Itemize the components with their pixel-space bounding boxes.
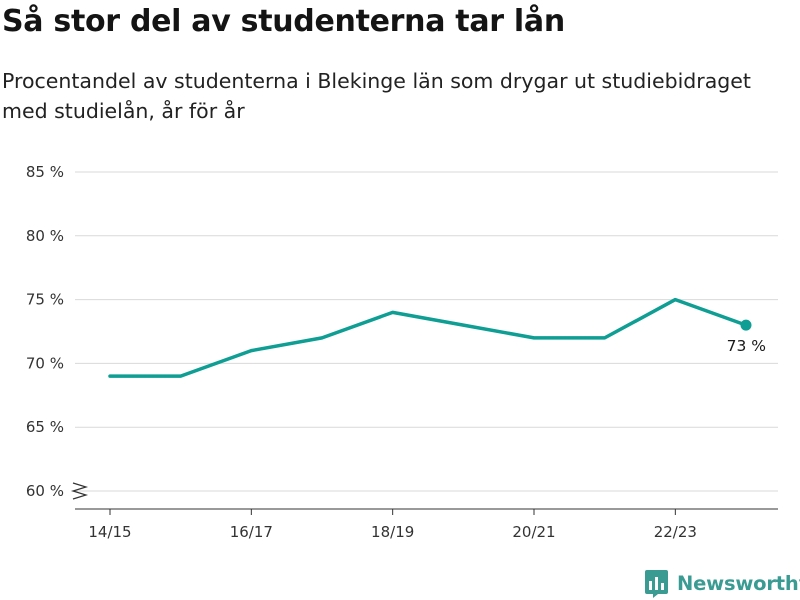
newsworthy-logo-icon [645, 570, 668, 598]
x-tick-label: 14/15 [88, 523, 131, 541]
y-tick-label: 60 % [26, 482, 64, 500]
series: 73 % [108, 297, 766, 378]
x-tick-label: 16/17 [230, 523, 273, 541]
x-tick-label: 18/19 [371, 523, 414, 541]
brand-name: Newsworthy [677, 571, 800, 595]
end-point [740, 319, 752, 331]
y-tick-label: 80 % [26, 227, 64, 245]
y-tick-label: 65 % [26, 418, 64, 436]
y-tick-label: 85 % [26, 163, 64, 181]
series-line [108, 297, 748, 378]
chart-title: Så stor del av studenterna tar lån [2, 4, 565, 39]
y-tick-label: 75 % [26, 291, 64, 309]
x-tick-label: 20/21 [512, 523, 555, 541]
end-value-label: 73 % [727, 337, 766, 355]
x-tick-label: 22/23 [654, 523, 697, 541]
y-axis: 60 % 65 % 70 % 75 % 80 % 85 % [26, 163, 89, 500]
x-axis: 14/15 16/17 18/19 20/21 22/23 [75, 508, 778, 541]
newsworthy-brand: Newsworthy [644, 568, 800, 598]
y-tick-label: 70 % [26, 354, 64, 372]
chart-subtitle: Procentandel av studenterna i Blekinge l… [2, 69, 751, 123]
axis-break-icon [70, 482, 89, 500]
gridlines [75, 171, 778, 492]
